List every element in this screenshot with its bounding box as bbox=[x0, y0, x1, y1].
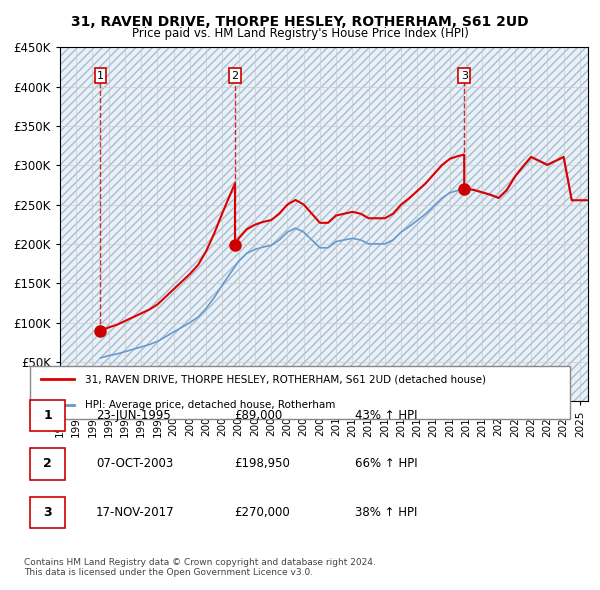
Text: £198,950: £198,950 bbox=[234, 457, 290, 470]
Text: 38% ↑ HPI: 38% ↑ HPI bbox=[355, 506, 418, 519]
Text: This data is licensed under the Open Government Licence v3.0.: This data is licensed under the Open Gov… bbox=[24, 568, 313, 576]
Text: 2: 2 bbox=[43, 457, 52, 470]
Text: 66% ↑ HPI: 66% ↑ HPI bbox=[355, 457, 418, 470]
FancyBboxPatch shape bbox=[29, 497, 65, 528]
Text: 43% ↑ HPI: 43% ↑ HPI bbox=[355, 409, 418, 422]
Text: 17-NOV-2017: 17-NOV-2017 bbox=[96, 506, 175, 519]
Text: 3: 3 bbox=[461, 71, 468, 80]
Text: 23-JUN-1995: 23-JUN-1995 bbox=[96, 409, 170, 422]
Text: 1: 1 bbox=[97, 71, 104, 80]
Text: 3: 3 bbox=[43, 506, 52, 519]
Text: £270,000: £270,000 bbox=[234, 506, 290, 519]
FancyBboxPatch shape bbox=[29, 400, 65, 431]
Text: HPI: Average price, detached house, Rotherham: HPI: Average price, detached house, Roth… bbox=[85, 401, 335, 410]
Text: 1: 1 bbox=[43, 409, 52, 422]
Text: Price paid vs. HM Land Registry's House Price Index (HPI): Price paid vs. HM Land Registry's House … bbox=[131, 27, 469, 40]
FancyBboxPatch shape bbox=[29, 366, 571, 419]
Text: Contains HM Land Registry data © Crown copyright and database right 2024.: Contains HM Land Registry data © Crown c… bbox=[24, 558, 376, 566]
Text: 07-OCT-2003: 07-OCT-2003 bbox=[96, 457, 173, 470]
Text: 2: 2 bbox=[232, 71, 239, 80]
Text: 31, RAVEN DRIVE, THORPE HESLEY, ROTHERHAM, S61 2UD: 31, RAVEN DRIVE, THORPE HESLEY, ROTHERHA… bbox=[71, 15, 529, 29]
Text: £89,000: £89,000 bbox=[234, 409, 282, 422]
Text: 31, RAVEN DRIVE, THORPE HESLEY, ROTHERHAM, S61 2UD (detached house): 31, RAVEN DRIVE, THORPE HESLEY, ROTHERHA… bbox=[85, 375, 486, 384]
FancyBboxPatch shape bbox=[29, 448, 65, 480]
